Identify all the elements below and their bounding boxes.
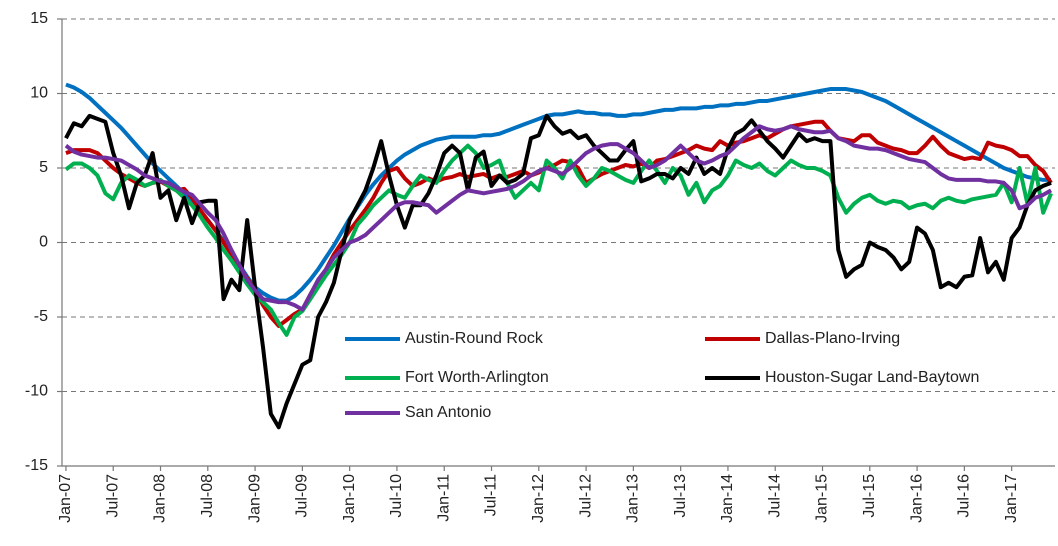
x-tick-label: Jul-09 [294, 474, 311, 518]
x-tick-label: Jan-10 [341, 474, 358, 523]
y-tick-label: 15 [30, 10, 48, 27]
legend-label: Houston-Sugar Land-Baytown [765, 369, 979, 386]
legend-label: Dallas-Plano-Irving [765, 330, 900, 347]
series-line [64, 113, 1052, 430]
x-tick-label: Jul-16 [956, 474, 973, 518]
x-tick-label: Jan-12 [530, 474, 547, 523]
x-tick-label: Jul-14 [766, 474, 783, 518]
y-tick-label: 0 [39, 234, 48, 251]
x-tick-label: Jul-12 [577, 474, 594, 518]
x-tick-label: Jul-15 [861, 474, 878, 518]
legend-label: San Antonio [405, 404, 491, 421]
legend-label: Fort Worth-Arlington [405, 369, 549, 386]
y-tick-label: -15 [25, 457, 48, 474]
x-tick-label: Jan-15 [814, 474, 831, 523]
x-tick-label: Jul-08 [199, 474, 216, 518]
x-tick-label: Jan-14 [719, 474, 736, 523]
x-tick-label: Jan-13 [625, 474, 642, 523]
x-tick-label: Jul-10 [388, 474, 405, 518]
y-tick-label: -5 [34, 308, 48, 325]
series-line [64, 124, 1053, 312]
x-tick-label: Jul-07 [104, 474, 121, 518]
x-tick-label: Jan-17 [1003, 474, 1020, 523]
x-tick-label: Jan-16 [908, 474, 925, 523]
x-tick-label: Jan-11 [435, 474, 452, 522]
x-tick-label: Jul-13 [672, 474, 689, 518]
x-tick-label: Jan-08 [152, 474, 169, 523]
x-tick-label: Jul-11 [483, 474, 500, 516]
x-tick-label: Jan-07 [57, 474, 74, 523]
y-tick-label: 5 [39, 159, 48, 176]
legend-label: Austin-Round Rock [405, 330, 544, 347]
series-line [65, 119, 1053, 328]
x-tick-label: Jan-09 [246, 474, 263, 523]
y-tick-label: -10 [25, 383, 48, 400]
y-tick-label: 10 [30, 85, 48, 102]
